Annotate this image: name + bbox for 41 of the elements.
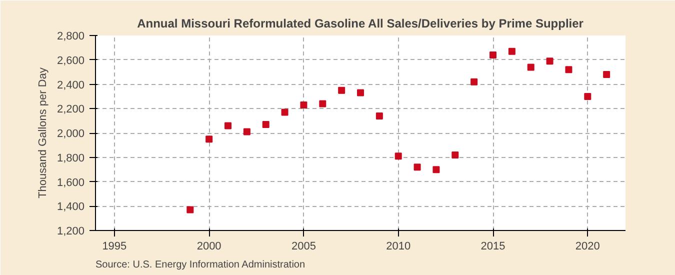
point [584, 92, 592, 100]
x-tick-label: 2020 [575, 240, 600, 252]
point [452, 151, 459, 158]
point [546, 58, 554, 65]
x-tick-label: 2010 [386, 240, 411, 252]
y-tick-label: 2,800 [56, 30, 85, 42]
x-tick-label: 2000 [196, 240, 222, 252]
y-tick-label: 1,600 [56, 176, 85, 189]
point [432, 166, 440, 174]
chart-title: Annual Missouri Reformulated Gasoline All Sales/Deliveries by Prime Supplier [137, 16, 584, 30]
point [508, 48, 516, 55]
point [186, 206, 194, 214]
point [414, 164, 421, 171]
y-axis-title: Thousand Gallons per Day [36, 67, 49, 198]
point [490, 52, 496, 58]
point [565, 66, 572, 74]
point [206, 136, 213, 143]
point [243, 128, 250, 136]
y-tick-label: 2,400 [56, 79, 85, 92]
point [394, 152, 402, 160]
y-tick-label: 1,800 [56, 152, 85, 164]
point [262, 120, 270, 128]
point [300, 101, 308, 108]
point [603, 71, 610, 78]
source-note: Source: U.S. Energy Information Administration [96, 260, 306, 270]
point [376, 112, 383, 120]
y-tick-label: 2,000 [56, 128, 85, 140]
point [338, 86, 346, 94]
point [357, 89, 364, 96]
y-tick-label: 2,200 [56, 104, 85, 116]
point [470, 78, 478, 86]
point [224, 122, 232, 130]
point [527, 64, 534, 71]
point [281, 108, 288, 116]
y-tick-label: 1,200 [56, 226, 85, 238]
x-tick-label: 2015 [480, 240, 506, 252]
x-tick-label: 1995 [102, 240, 127, 252]
x-tick-label: 2005 [291, 240, 316, 252]
y-tick-label: 1,400 [56, 201, 85, 214]
y-tick-label: 2,600 [56, 54, 85, 67]
point [319, 100, 326, 108]
